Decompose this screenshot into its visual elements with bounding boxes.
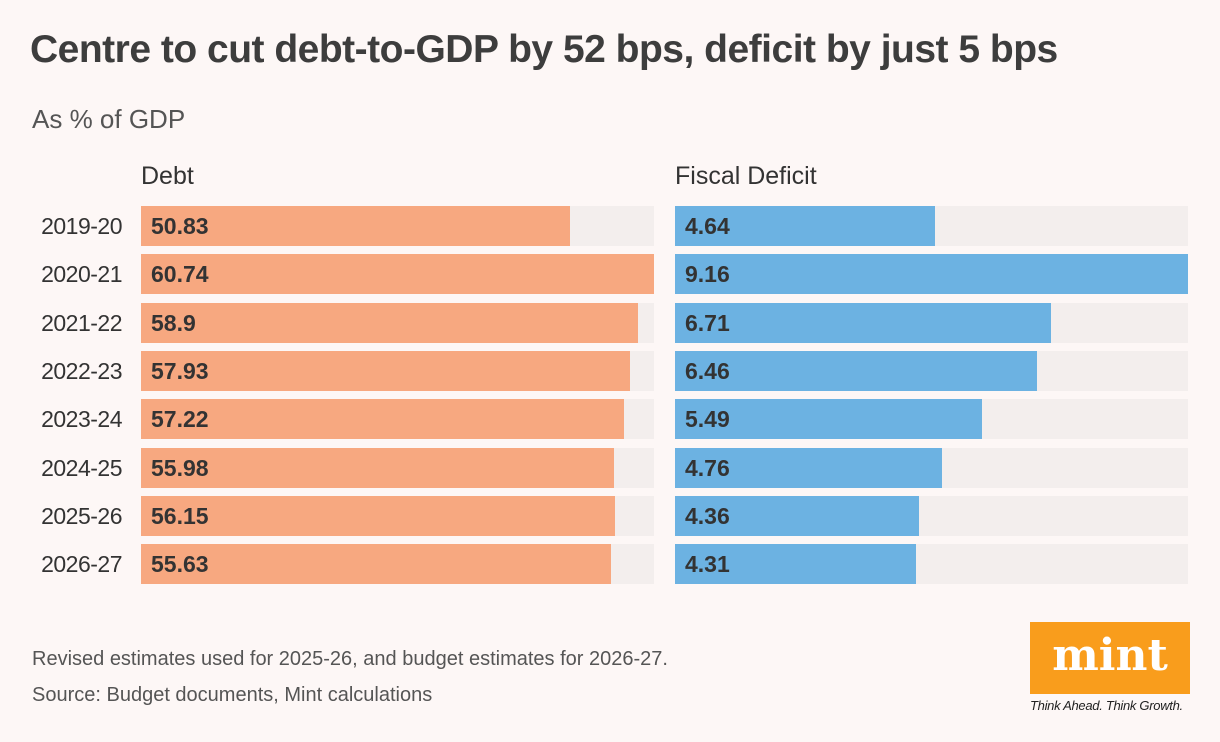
category-label: 2020-21 <box>41 261 122 288</box>
bar <box>141 254 654 295</box>
chart-subtitle: As % of GDP <box>32 104 186 134</box>
bar <box>675 206 935 246</box>
data-label: 50.83 <box>151 213 209 239</box>
bar-track: 50.83 <box>141 206 654 246</box>
data-label: 4.31 <box>685 551 730 578</box>
category-label: 2022-23 <box>41 357 122 384</box>
bar <box>141 495 616 536</box>
category-label: 2024-25 <box>41 454 122 481</box>
data-label: 9.16 <box>685 261 730 288</box>
data-label: 4.36 <box>685 502 730 529</box>
category-label: 2025-26 <box>41 502 122 529</box>
bar <box>675 447 942 488</box>
bar-track: 6.46 <box>675 350 1188 391</box>
bar <box>675 254 1188 295</box>
data-label: 58.9 <box>151 309 196 336</box>
bar <box>141 544 611 585</box>
footnote: Revised estimates used for 2025-26, and … <box>32 648 668 670</box>
category-label: 2026-27 <box>41 551 122 578</box>
category-label: 2021-22 <box>41 309 122 336</box>
bar-track: 4.64 <box>675 206 1188 246</box>
bar <box>141 350 631 391</box>
bar <box>675 350 1037 391</box>
bar-track: 9.16 <box>675 254 1188 295</box>
bar-track: 6.71 <box>675 302 1188 343</box>
data-label: 57.93 <box>151 357 209 384</box>
bar <box>675 302 1051 343</box>
bar-track: 58.9 <box>141 302 654 343</box>
chart-title: Centre to cut debt-to-GDP by 52 bps, def… <box>30 28 1058 71</box>
bar <box>141 447 614 488</box>
bar-track: 57.22 <box>141 399 654 440</box>
category-label: 2019-20 <box>41 213 122 239</box>
bar <box>675 495 920 536</box>
bar-track: 55.63 <box>141 544 654 585</box>
series-title: Debt <box>141 162 194 190</box>
data-label: 55.63 <box>151 551 209 578</box>
data-label: 56.15 <box>151 502 209 529</box>
data-label: 55.98 <box>151 454 209 481</box>
bar <box>141 302 639 343</box>
source-note: Source: Budget documents, Mint calculati… <box>32 684 433 706</box>
bar-track: 57.93 <box>141 350 654 391</box>
data-label: 6.46 <box>685 357 730 384</box>
bar-track: 60.74 <box>141 254 654 295</box>
data-label: 4.64 <box>685 213 730 239</box>
data-label: 60.74 <box>151 261 209 288</box>
bar <box>141 206 571 246</box>
bar-track: 4.36 <box>675 495 1188 536</box>
bar <box>675 399 983 440</box>
data-label: 4.76 <box>685 454 730 481</box>
bar <box>141 399 625 440</box>
mint-logo: mint <box>1030 622 1190 694</box>
bar-track: 5.49 <box>675 399 1188 440</box>
data-label: 6.71 <box>685 309 730 336</box>
category-label: 2023-24 <box>41 406 122 433</box>
logo-tagline: Think Ahead. Think Growth. <box>1030 698 1183 713</box>
data-label: 57.22 <box>151 406 209 433</box>
bar-track: 56.15 <box>141 495 654 536</box>
bar-track: 4.76 <box>675 447 1188 488</box>
bar <box>675 544 917 585</box>
data-label: 5.49 <box>685 406 730 433</box>
bar-track: 4.31 <box>675 544 1188 585</box>
series-title: Fiscal Deficit <box>675 162 817 190</box>
bar-track: 55.98 <box>141 447 654 488</box>
